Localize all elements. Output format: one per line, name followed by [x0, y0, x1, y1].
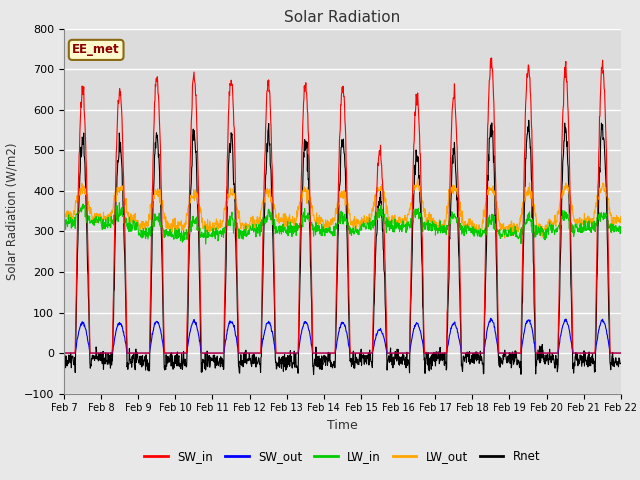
Line: SW_out: SW_out [64, 318, 621, 353]
LW_in [60, 222, 68, 228]
Line: SW_in: SW_in [64, 58, 621, 353]
SW_out [502, 350, 509, 356]
Rnet [525, 118, 532, 123]
Text: EE_met: EE_met [72, 43, 120, 56]
Rnet [429, 354, 437, 360]
LW_out [246, 219, 254, 225]
SW_out [184, 343, 191, 348]
LW_out [170, 221, 178, 227]
LW_in [617, 224, 625, 229]
SW_in [488, 55, 495, 61]
Rnet [310, 372, 317, 377]
LW_out [501, 235, 509, 241]
Rnet [170, 360, 178, 366]
Y-axis label: Solar Radiation (W/m2): Solar Radiation (W/m2) [5, 143, 19, 280]
SW_in [184, 288, 191, 294]
SW_out [246, 350, 254, 356]
SW_out [487, 315, 495, 321]
LW_out [552, 219, 559, 225]
Rnet [502, 354, 509, 360]
LW_in [115, 200, 123, 205]
LW_in [502, 230, 510, 236]
SW_in [429, 350, 436, 356]
Line: LW_in: LW_in [64, 203, 621, 244]
SW_out [429, 350, 436, 356]
Rnet [552, 358, 559, 364]
Rnet [60, 355, 68, 360]
SW_in [617, 350, 625, 356]
LW_in [429, 222, 437, 228]
LW_out [617, 214, 625, 219]
Line: LW_out: LW_out [64, 179, 621, 238]
SW_out [170, 350, 178, 356]
LW_in [171, 228, 179, 234]
SW_in [170, 350, 178, 356]
SW_out [60, 350, 68, 356]
Rnet [617, 360, 625, 366]
Line: Rnet: Rnet [64, 120, 621, 374]
SW_in [60, 350, 68, 356]
LW_out [60, 217, 68, 223]
SW_in [246, 350, 254, 356]
LW_in [202, 241, 209, 247]
Title: Solar Radiation: Solar Radiation [284, 10, 401, 25]
X-axis label: Time: Time [327, 419, 358, 432]
SW_in [502, 350, 509, 356]
LW_out [429, 216, 437, 222]
LW_in [184, 231, 192, 237]
LW_out [502, 224, 510, 229]
SW_in [551, 350, 559, 356]
Legend: SW_in, SW_out, LW_in, LW_out, Rnet: SW_in, SW_out, LW_in, LW_out, Rnet [140, 445, 545, 468]
Rnet [184, 320, 191, 326]
Rnet [246, 358, 254, 363]
LW_in [247, 225, 255, 231]
LW_out [184, 205, 191, 211]
SW_out [551, 350, 559, 356]
LW_in [552, 227, 559, 233]
SW_out [617, 350, 625, 356]
LW_out [414, 176, 422, 181]
